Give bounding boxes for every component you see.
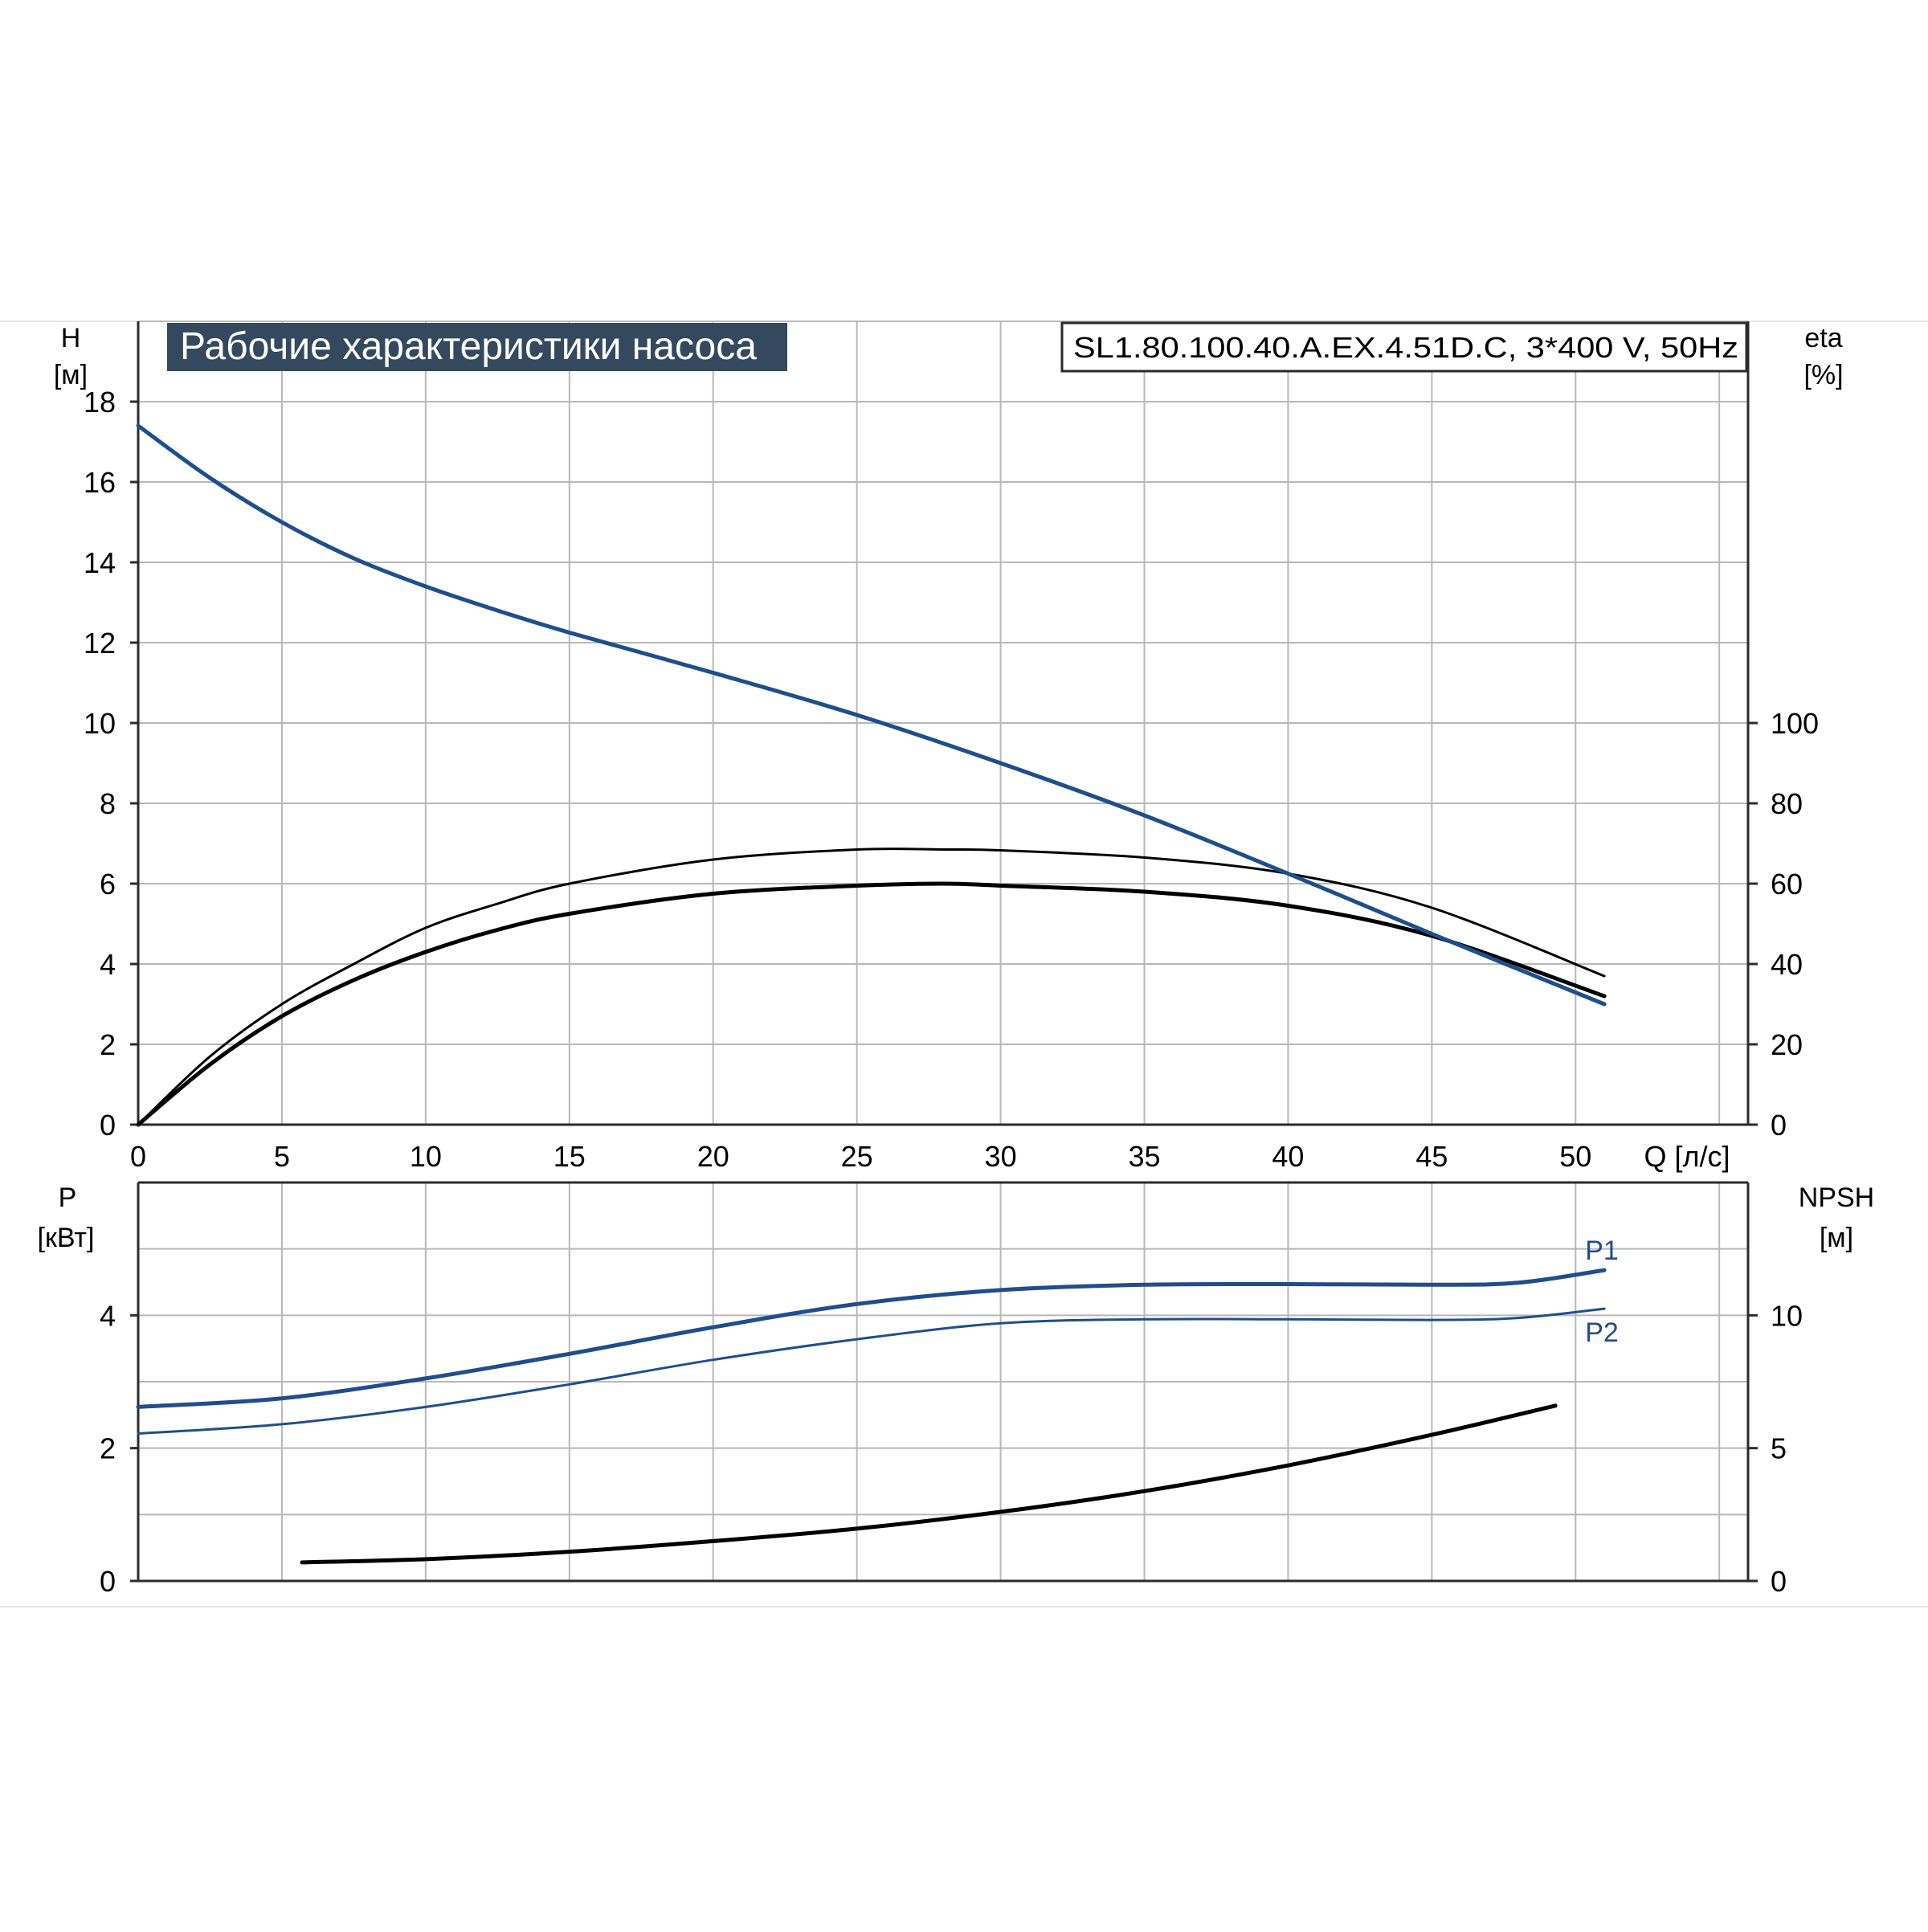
y-right-tick-label: 0 — [1771, 1109, 1787, 1142]
x-tick-label: 35 — [1128, 1140, 1160, 1173]
x-tick-label: 50 — [1559, 1140, 1591, 1173]
x-axis-label: Q [л/с] — [1644, 1140, 1730, 1173]
y-left-lower-tick-label: 0 — [100, 1565, 116, 1598]
y-right-tick-label: 40 — [1771, 948, 1803, 981]
y-left-tick-label: 14 — [84, 546, 116, 579]
y-right-lower-unit: [м] — [1820, 1223, 1853, 1253]
y-right-lower-tick-label: 10 — [1771, 1299, 1803, 1332]
y-left-tick-label: 18 — [84, 386, 116, 419]
y-left-tick-label: 2 — [100, 1028, 116, 1061]
y-right-lower-tick-label: 0 — [1771, 1565, 1787, 1598]
series-label-p2: P2 — [1585, 1317, 1619, 1348]
y-left-upper-label: H — [61, 323, 81, 353]
y-right-upper-label: eta — [1804, 323, 1842, 353]
y-right-tick-label: 60 — [1771, 868, 1803, 901]
y-right-lower-label: NPSH — [1799, 1182, 1874, 1213]
x-tick-label: 45 — [1415, 1140, 1448, 1173]
y-left-lower-label: P — [59, 1182, 77, 1213]
y-left-tick-label: 10 — [84, 707, 116, 740]
y-left-lower-unit: [кВт] — [38, 1223, 95, 1253]
curve-P2 — [137, 1307, 1606, 1435]
y-right-tick-label: 20 — [1771, 1028, 1803, 1061]
y-left-lower-tick-label: 4 — [100, 1299, 116, 1332]
curve-P1 — [136, 1268, 1607, 1409]
title-banner — [167, 323, 787, 371]
x-tick-label: 25 — [841, 1140, 873, 1173]
y-left-tick-label: 12 — [84, 627, 116, 660]
x-tick-label: 30 — [985, 1140, 1017, 1173]
x-tick-label: 40 — [1272, 1140, 1304, 1173]
model-box — [1060, 321, 1748, 373]
x-tick-label: 10 — [410, 1140, 442, 1173]
curve-npsh — [300, 1403, 1558, 1565]
curve-eta-thick — [136, 881, 1607, 1127]
curve-head — [136, 423, 1607, 1007]
y-left-tick-label: 4 — [100, 948, 116, 981]
y-left-tick-label: 0 — [100, 1109, 116, 1142]
x-tick-label: 15 — [553, 1140, 586, 1173]
y-left-upper-unit: [м] — [54, 360, 88, 390]
x-tick-label: 20 — [697, 1140, 729, 1173]
y-right-lower-tick-label: 5 — [1771, 1432, 1787, 1465]
y-right-tick-label: 100 — [1771, 707, 1819, 740]
curves — [136, 423, 1607, 1565]
y-left-tick-label: 6 — [100, 868, 116, 901]
y-left-lower-tick-label: 2 — [100, 1432, 116, 1465]
model-label: SL1.80.100.40.A.EX.4.51D.C, 3*400 V, 50H… — [1073, 331, 1738, 364]
y-left-tick-label: 16 — [84, 466, 116, 499]
y-right-upper-unit: [%] — [1803, 360, 1843, 390]
y-left-tick-label: 8 — [100, 787, 116, 820]
upper-grid — [138, 321, 1748, 1125]
y-right-tick-label: 80 — [1771, 787, 1803, 820]
x-tick-label: 0 — [130, 1140, 146, 1173]
tick-labels: 0 5 10 15 20 25 30 35 40 45 5002468101214161802040… — [84, 386, 1819, 1598]
x-tick-label: 5 — [274, 1140, 290, 1173]
series-label-p1: P1 — [1585, 1236, 1619, 1266]
chart-title: Рабочие характеристики насоса — [180, 325, 757, 368]
